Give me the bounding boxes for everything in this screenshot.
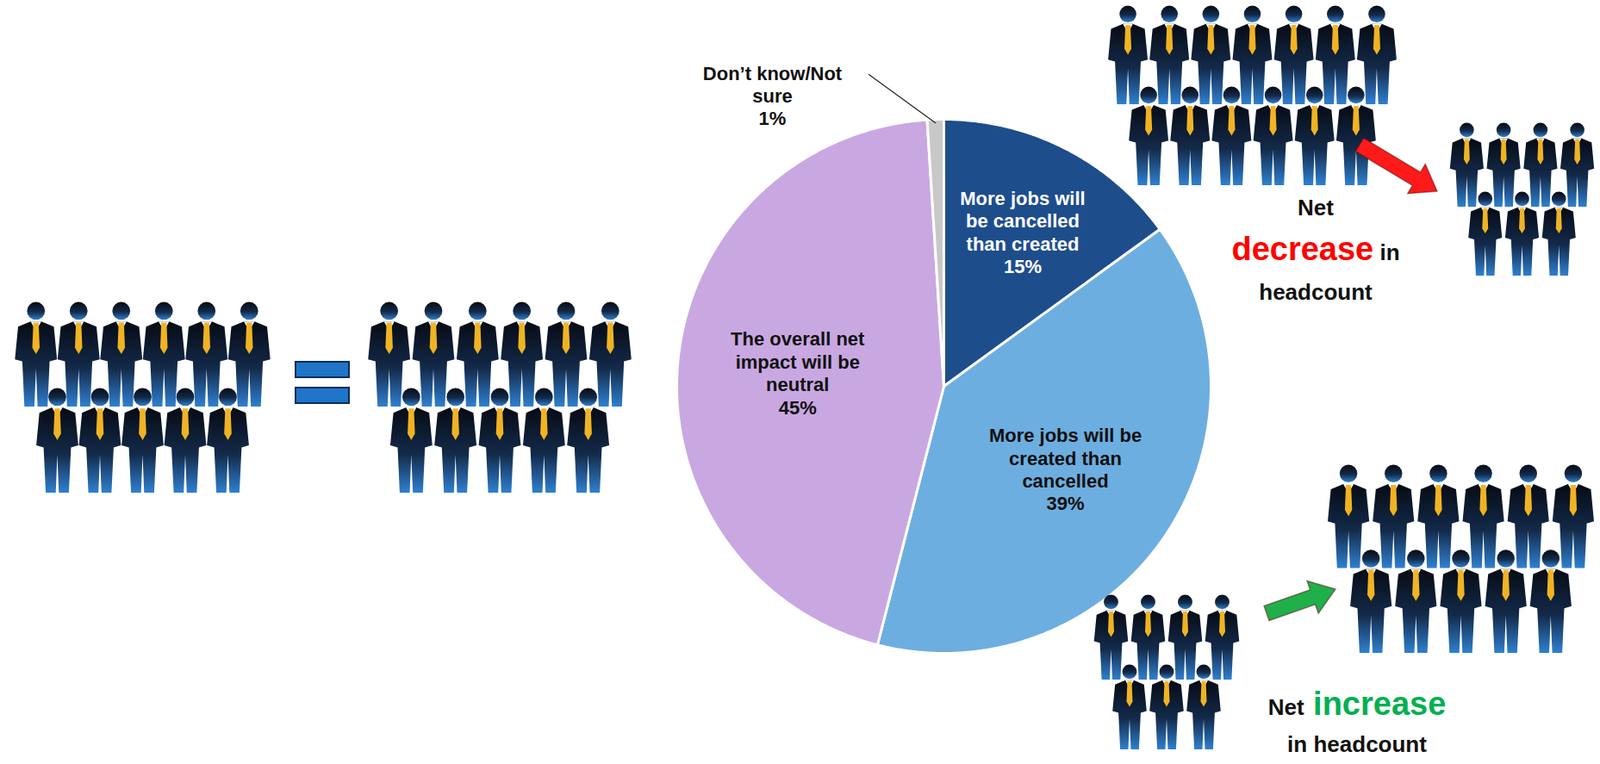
svg-text:More jobs willbe cancelledthan: More jobs willbe cancelledthan created15… [959, 187, 1085, 278]
svg-text:decrease in: decrease in [1231, 230, 1400, 268]
svg-text:headcount: headcount [1258, 279, 1373, 306]
svg-text:Don’t know/Notsure1%: Don’t know/Notsure1% [703, 62, 843, 131]
svg-text:More jobs will becreated thanc: More jobs will becreated thancancelled39… [989, 424, 1142, 515]
svg-text:Net: Net [1297, 194, 1334, 221]
svg-text:The overall netimpact will ben: The overall netimpact will beneutral45% [730, 328, 866, 418]
svg-text:in headcount: in headcount [1287, 731, 1427, 758]
svg-text:Net increase: Net increase [1268, 685, 1447, 723]
